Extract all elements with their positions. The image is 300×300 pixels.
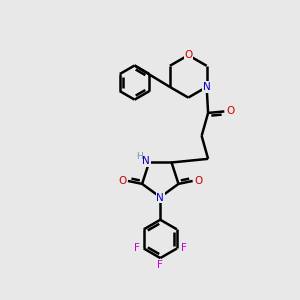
Text: O: O [118, 176, 126, 186]
Text: H: H [136, 152, 143, 160]
Text: F: F [181, 244, 187, 254]
Text: O: O [194, 176, 203, 186]
Text: O: O [184, 50, 192, 60]
Text: F: F [158, 260, 163, 270]
Text: N: N [203, 82, 211, 92]
Text: O: O [226, 106, 234, 116]
Text: N: N [156, 193, 164, 203]
Text: N: N [142, 156, 150, 166]
Text: F: F [134, 244, 140, 254]
